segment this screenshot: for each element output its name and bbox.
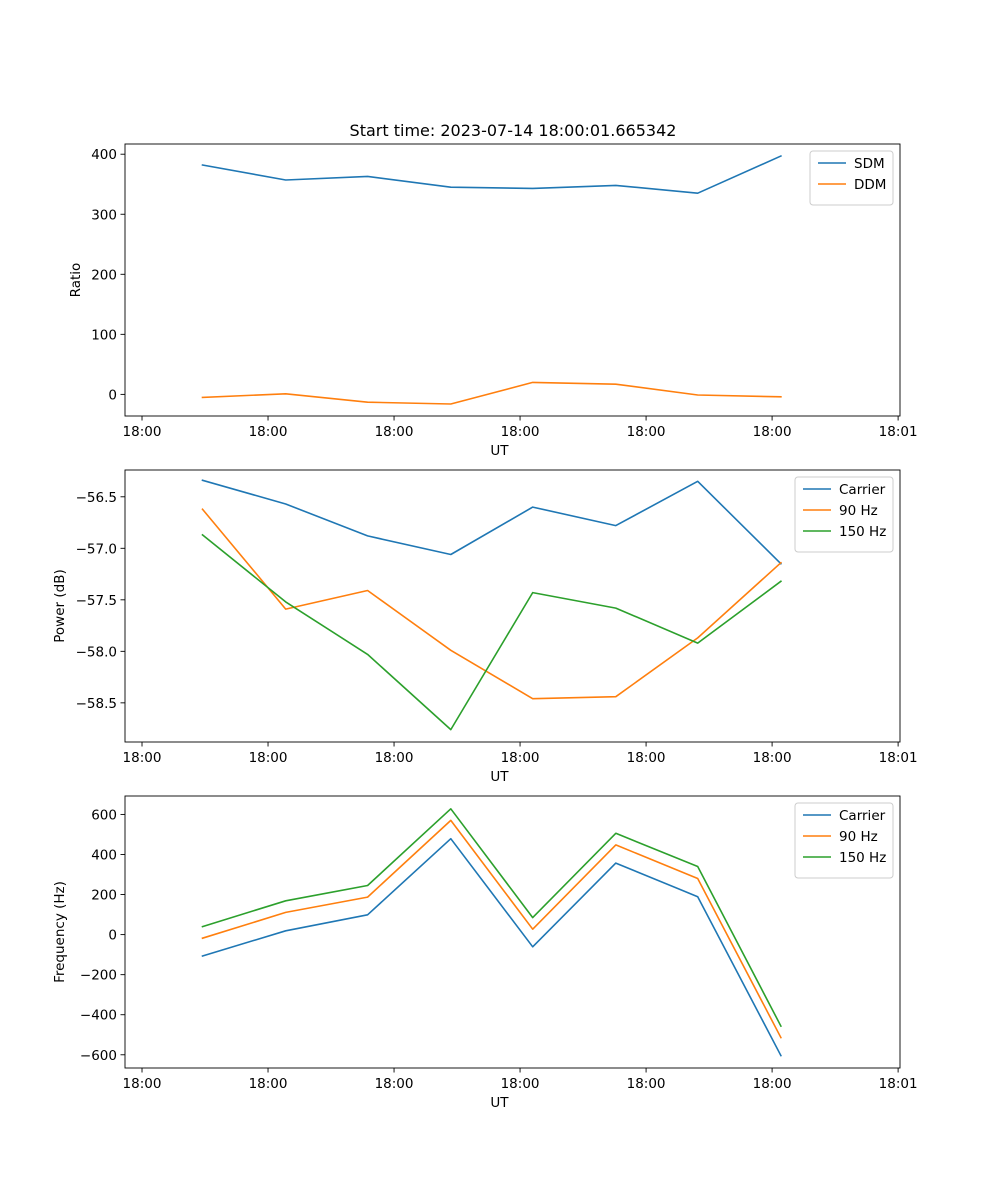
y-tick-label: −57.5 (76, 593, 117, 609)
y-tick-label: 200 (91, 888, 117, 904)
legend-box (809, 150, 894, 206)
series-lines (201, 479, 783, 731)
x-tick-label: 18:00 (375, 750, 414, 766)
series-lines (201, 807, 782, 1057)
x-tick-label: 18:00 (753, 750, 792, 766)
y-tick-label: −200 (80, 968, 117, 984)
x-axis: 18:00 18:00 18:00 18:00 18:00 18:00 18:01 (123, 742, 918, 766)
x-tick-label: 18:00 (375, 1076, 414, 1092)
legend: SDM DDM (809, 150, 894, 206)
legend-label: Carrier (839, 482, 886, 498)
x-tick-label: 18:00 (123, 1076, 162, 1092)
axes-frame (124, 795, 901, 1069)
series-line-carrier (201, 837, 782, 1057)
x-tick-label: 18:00 (249, 424, 288, 440)
x-tick-label: 18:00 (123, 424, 162, 440)
x-tick-label: 18:01 (879, 1076, 918, 1092)
series-line-carrier (201, 479, 783, 565)
x-tick-label: 18:00 (249, 1076, 288, 1092)
chart-panel-3: 18:00 18:00 18:00 18:00 18:00 18:00 18:01 UT 600… (52, 795, 918, 1111)
y-tick-label: 200 (91, 267, 117, 283)
chart-panel-2: 18:00 18:00 18:00 18:00 18:00 18:00 18:01 UT −56… (52, 469, 918, 785)
y-axis: −56.5 −57.0 −57.5 −58.0 −58.5 (76, 490, 125, 712)
x-tick-label: 18:00 (501, 750, 540, 766)
x-tick-label: 18:00 (627, 424, 666, 440)
series-line-sdm (201, 154, 782, 194)
x-axis: 18:00 18:00 18:00 18:00 18:00 18:00 18:01 (123, 1068, 918, 1092)
x-tick-label: 18:00 (501, 1076, 540, 1092)
series-line-150-hz (201, 807, 782, 1028)
x-axis-label: UT (490, 769, 509, 785)
y-tick-label: −600 (80, 1048, 117, 1064)
y-axis-label: Power (dB) (52, 569, 68, 642)
y-axis-label: Ratio (68, 263, 84, 298)
x-tick-label: 18:00 (501, 424, 540, 440)
legend-label: 90 Hz (839, 829, 878, 845)
legend-label: DDM (854, 177, 886, 193)
chart-title: Start time: 2023-07-14 18:00:01.665342 (350, 121, 677, 140)
y-axis-label: Frequency (Hz) (52, 881, 68, 983)
series-lines (201, 154, 782, 405)
x-tick-label: 18:00 (627, 1076, 666, 1092)
y-tick-label: 0 (108, 387, 117, 403)
y-tick-label: −56.5 (76, 490, 117, 506)
series-line-150-hz (201, 533, 783, 731)
legend-label: SDM (854, 156, 885, 172)
y-tick-label: 600 (91, 807, 117, 823)
x-tick-label: 18:00 (249, 750, 288, 766)
y-tick-label: −400 (80, 1008, 117, 1024)
x-tick-label: 18:00 (753, 424, 792, 440)
y-tick-label: 0 (108, 928, 117, 944)
y-axis: 0 100 200 300 400 (91, 147, 125, 403)
x-axis-label: UT (490, 1095, 509, 1111)
axes-frame (124, 143, 901, 417)
legend-label: Carrier (839, 808, 886, 824)
y-tick-label: 300 (91, 207, 117, 223)
x-tick-label: 18:00 (627, 750, 666, 766)
x-tick-label: 18:00 (123, 750, 162, 766)
x-axis: 18:00 18:00 18:00 18:00 18:00 18:00 18:01 (123, 416, 918, 440)
legend: Carrier 90 Hz 150 Hz (794, 802, 894, 879)
series-line-90-hz (201, 508, 783, 700)
x-tick-label: 18:00 (753, 1076, 792, 1092)
y-tick-label: 400 (91, 147, 117, 163)
y-tick-label: −58.5 (76, 696, 117, 712)
legend-box (794, 476, 894, 553)
x-tick-label: 18:01 (879, 750, 918, 766)
y-tick-label: 400 (91, 847, 117, 863)
x-axis-label: UT (490, 443, 509, 459)
y-axis: 600 400 200 0 −200 −400 −600 (80, 807, 125, 1064)
legend-box (794, 802, 894, 879)
series-line-ddm (201, 381, 782, 405)
y-tick-label: 100 (91, 327, 117, 343)
legend-label: 150 Hz (839, 850, 886, 866)
chart-panel-1: 18:00 18:00 18:00 18:00 18:00 18:00 18:01 UT 0 10… (68, 143, 918, 459)
y-tick-label: −58.0 (76, 644, 117, 660)
x-tick-label: 18:00 (375, 424, 414, 440)
legend-label: 90 Hz (839, 503, 878, 519)
x-tick-label: 18:01 (879, 424, 918, 440)
axes-frame (124, 469, 901, 743)
legend: Carrier 90 Hz 150 Hz (794, 476, 894, 553)
y-tick-label: −57.0 (76, 541, 117, 557)
series-line-90-hz (201, 819, 782, 1039)
legend-label: 150 Hz (839, 524, 886, 540)
